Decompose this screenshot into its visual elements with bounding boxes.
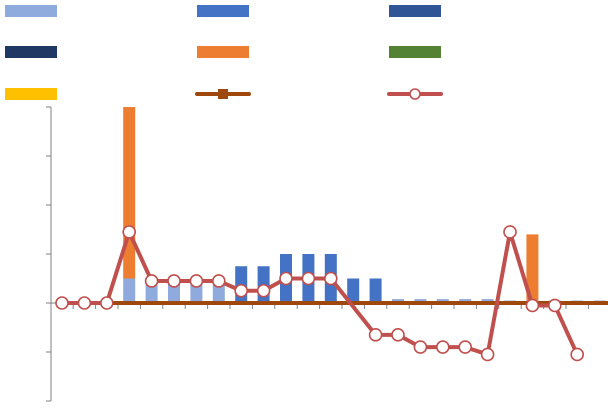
plot-area — [46, 106, 608, 402]
legend-item-9 — [387, 88, 443, 100]
line-series2-point-23 — [547, 298, 562, 313]
line-series2-point-15 — [368, 328, 383, 342]
bar-series2-cat15 — [369, 278, 382, 303]
bar-series5-cat22 — [526, 234, 539, 301]
line-series2-point-21 — [503, 225, 517, 239]
legend-item-6 — [389, 46, 441, 58]
line-series2-point-5 — [144, 274, 159, 288]
line-series2 — [62, 229, 580, 357]
legend-swatch — [5, 5, 57, 17]
legend-item-1 — [5, 5, 57, 17]
line-series2-point-1 — [55, 296, 69, 310]
line-series2-point-16 — [391, 328, 405, 342]
line-series2-point-6 — [167, 274, 181, 288]
line-series2-point-17 — [413, 340, 428, 354]
legend-item-2 — [197, 5, 249, 17]
bar-series2-cat14 — [347, 278, 360, 303]
legend-swatch — [389, 5, 441, 17]
legend-item-8 — [195, 89, 251, 99]
legend-item-4 — [5, 46, 57, 58]
bar-series-group — [123, 107, 606, 303]
legend-swatch — [5, 46, 57, 58]
legend-swatch — [197, 5, 249, 17]
line-series2-point-12 — [301, 271, 316, 286]
legend-item-7 — [5, 88, 57, 100]
legend-swatch — [5, 88, 57, 100]
line-series-group — [55, 225, 608, 362]
line-series2-point-4 — [122, 225, 136, 239]
line-series2-point-24 — [570, 347, 585, 362]
legend-marker-square — [218, 89, 228, 99]
legend-item-5 — [197, 46, 249, 58]
line-series2-point-22 — [525, 298, 540, 313]
line-series2-point-18 — [435, 340, 450, 354]
legend-marker-circle — [409, 88, 421, 100]
line-series2-point-11 — [279, 271, 293, 286]
legend-swatch — [197, 46, 249, 58]
line-series2-point-9 — [234, 283, 248, 298]
line-series2-point-20 — [480, 347, 495, 362]
bar-series5-cat4 — [123, 107, 136, 279]
line-series2-point-19 — [458, 340, 473, 354]
line-series2-point-8 — [212, 274, 226, 288]
line-series2-point-13 — [323, 271, 338, 286]
legend — [5, 5, 443, 100]
legend-swatch — [389, 46, 441, 58]
legend-item-3 — [389, 5, 441, 17]
line-series2-point-2 — [77, 296, 92, 310]
bar-series1-cat4 — [123, 278, 136, 303]
line-series2-point-10 — [256, 283, 271, 298]
line-series2-point-7 — [189, 274, 204, 288]
line-series2-point-3 — [100, 296, 114, 310]
